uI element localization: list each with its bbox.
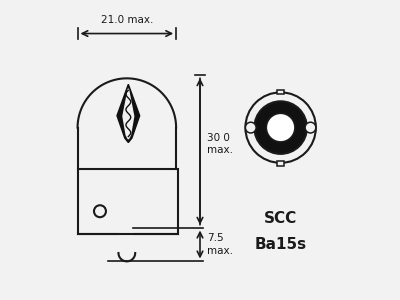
Bar xyxy=(78,169,178,234)
Circle shape xyxy=(254,101,307,154)
Text: Ba15s: Ba15s xyxy=(254,237,307,252)
Circle shape xyxy=(245,92,316,163)
Text: 21.0 max.: 21.0 max. xyxy=(101,15,153,25)
Circle shape xyxy=(266,113,295,142)
Text: 7.5
max.: 7.5 max. xyxy=(208,233,234,256)
Bar xyxy=(277,89,284,94)
Circle shape xyxy=(305,122,316,133)
Text: 30 0
max.: 30 0 max. xyxy=(208,133,234,155)
Polygon shape xyxy=(117,84,140,142)
Circle shape xyxy=(245,122,256,133)
Bar xyxy=(277,161,284,166)
Circle shape xyxy=(78,78,176,177)
Circle shape xyxy=(94,205,106,217)
Polygon shape xyxy=(123,89,134,139)
Text: SCC: SCC xyxy=(264,211,297,226)
